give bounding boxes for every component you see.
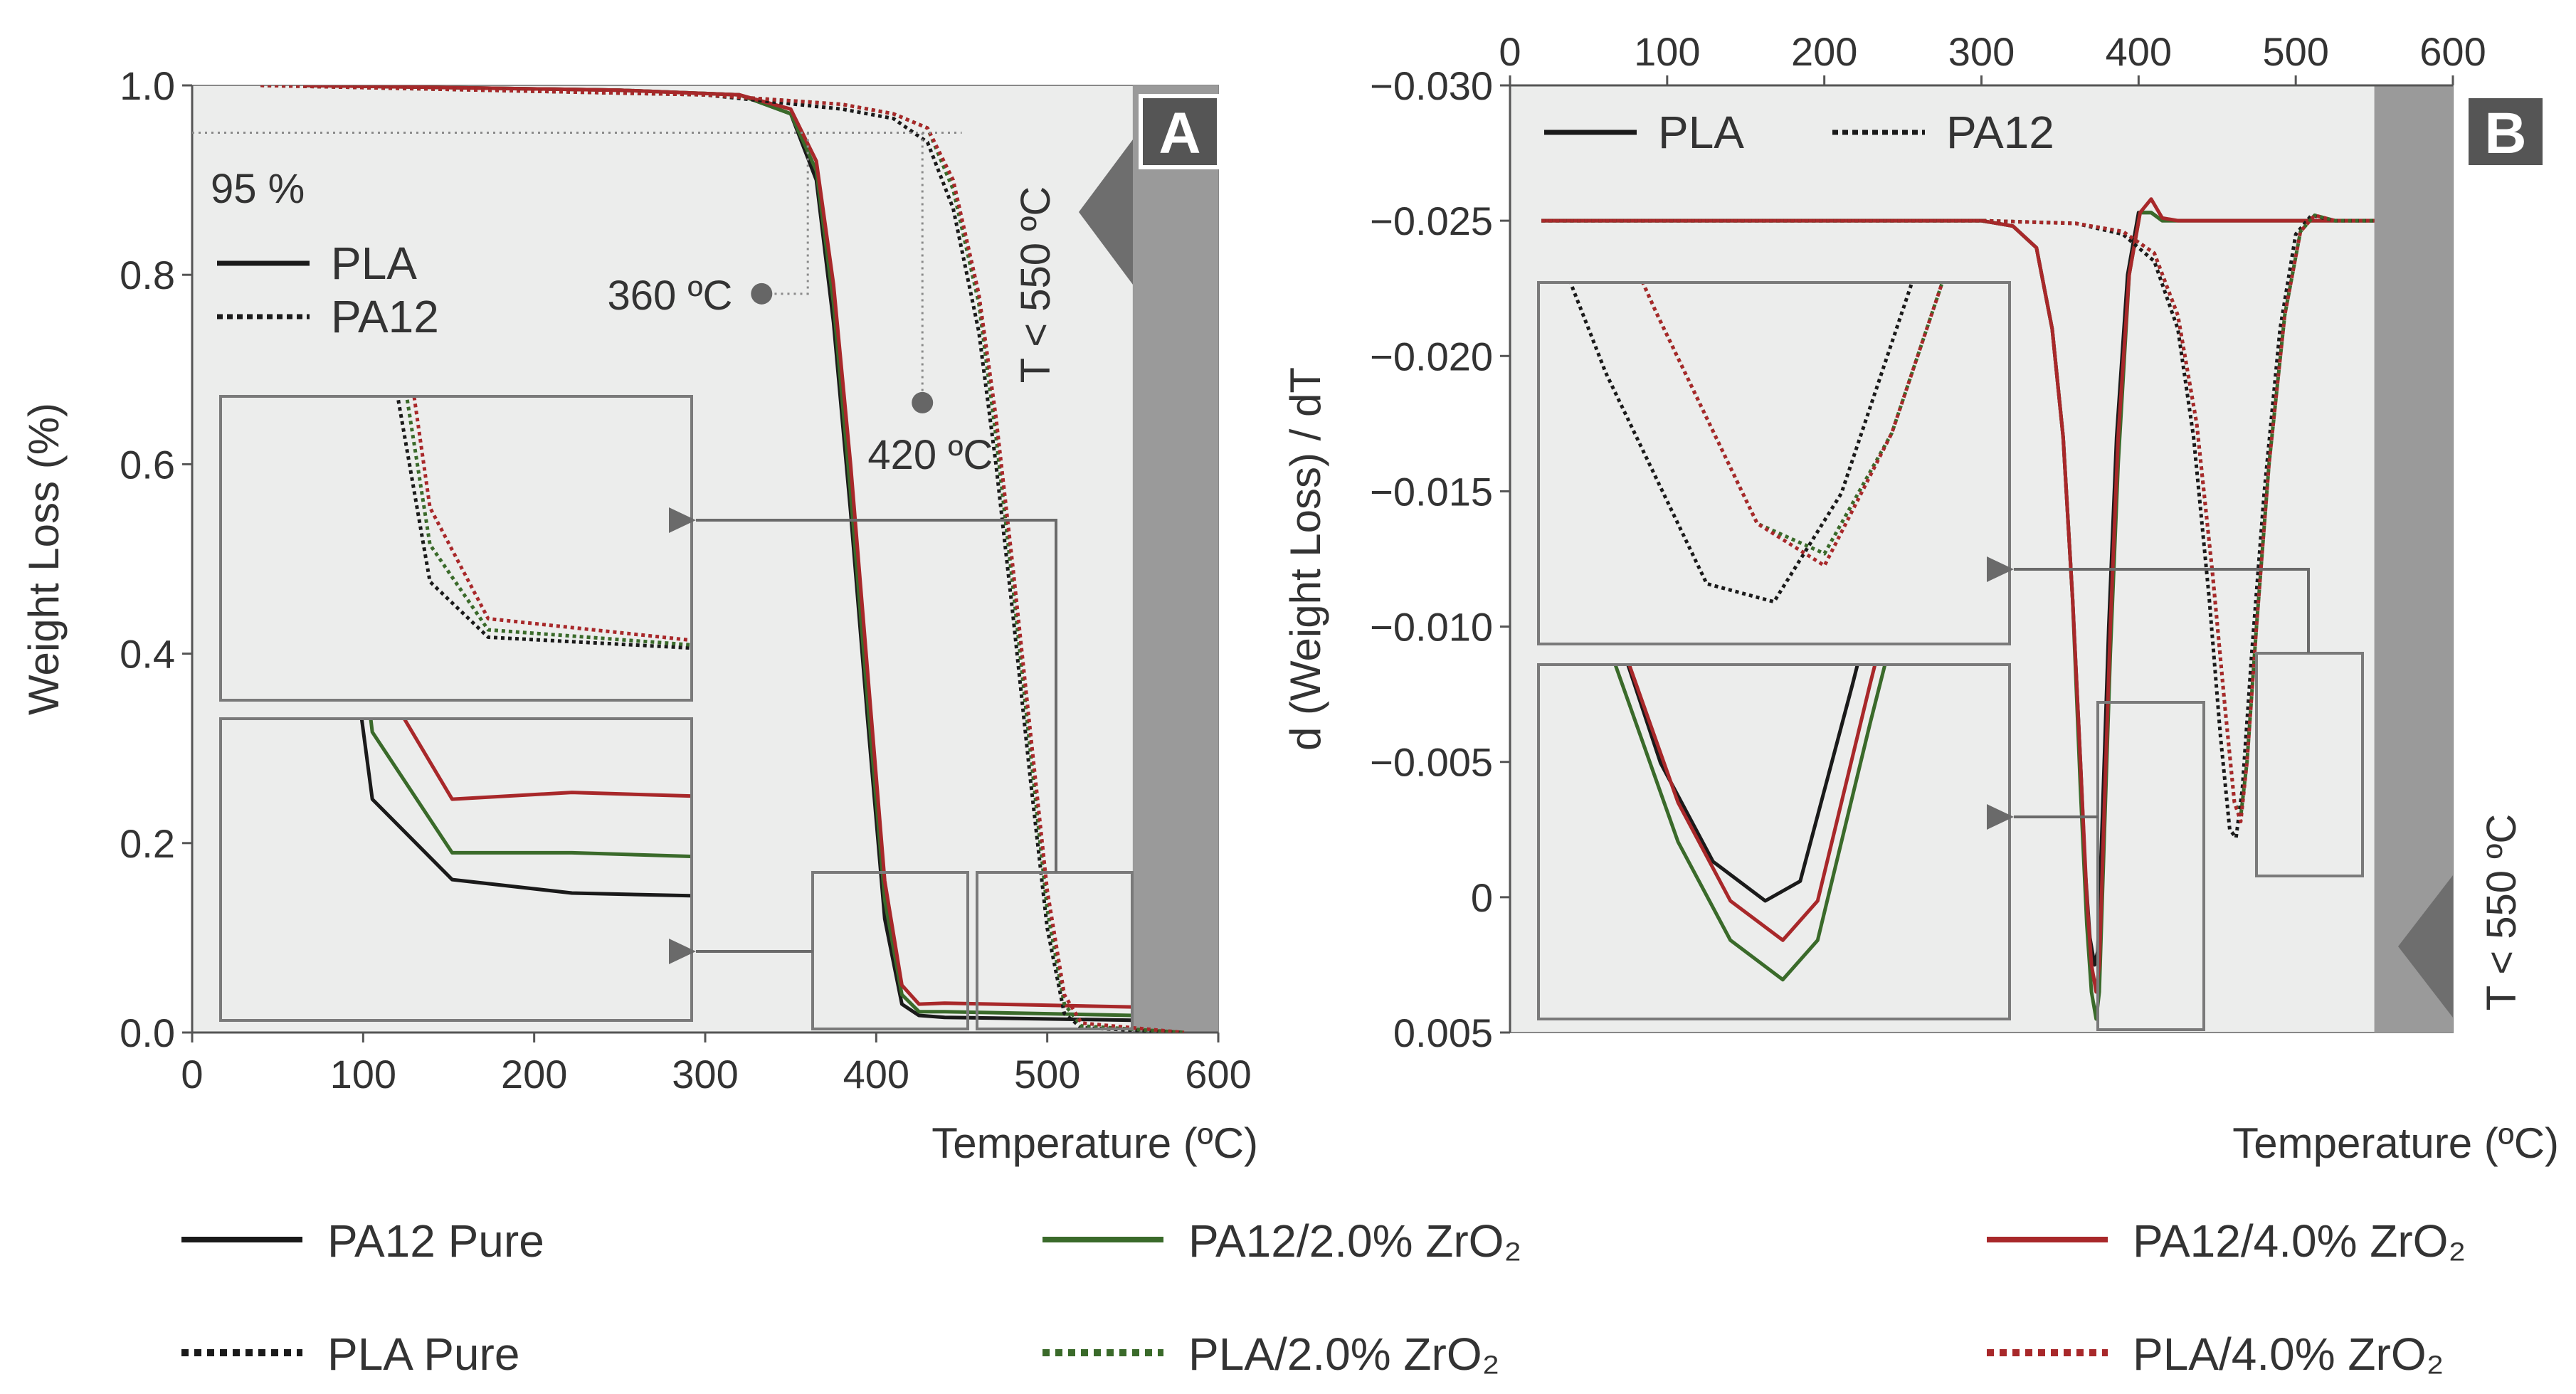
y-tick-label: −0.030 [1370,63,1493,108]
legend-label: PA12 Pure [327,1215,544,1267]
inset-solid [219,717,693,1022]
onset-solid-leader [759,132,809,295]
inline-legend-label: PA12 [331,291,439,342]
inline-legend-label: PLA [1658,107,1744,158]
y-tick-label: −0.020 [1370,334,1493,379]
legend-label: PLA Pure [327,1329,519,1380]
inset-series-line [359,720,690,898]
x-axis-title: Temperature (ºC) [931,1119,1258,1167]
inset-series-line [403,720,690,801]
legend-label: PLA/2.0% ZrO₂ [1188,1329,1499,1380]
panel-a-tga-curve: 0 100 200 300 400 500 600 0.0 0.2 0.4 0.6 0.8 1.0 Tem… [20,63,1258,1167]
x-tick-label: 400 [843,1052,909,1097]
onset-solid-label: 360 ºC [607,273,732,319]
inset-solid [1537,663,2011,1020]
limit-band [1132,85,1218,1033]
series-line-pla-pure [260,85,1185,1033]
y-tick-label: 0.8 [120,253,175,297]
y-tick-label: −0.025 [1370,199,1493,243]
x-tick-label: 100 [330,1052,396,1097]
series-line-pla-4-0-zro- [260,85,1185,1033]
x-tick-label: 300 [672,1052,738,1097]
inset-series-line [412,398,690,643]
zoom-box-solid [2096,701,2205,1031]
panel-tag [2464,94,2547,169]
y-tick-label: 0.4 [120,632,175,677]
legend-label: PA12/4.0% ZrO₂ [2133,1215,2466,1267]
series-line-pla-4-0-zro- [1541,213,2375,823]
series-line-pa12-4-0-zro- [1541,197,2375,994]
x-tick-label: 500 [2262,29,2328,74]
inset-series-line [369,720,690,858]
x-axis-title: Temperature (ºC) [2232,1119,2559,1167]
x-tick-label: 0 [1499,29,1521,74]
x-tick-label: 500 [1014,1052,1080,1097]
series-group [1541,197,2375,1021]
onset-dotted-dot [912,391,934,413]
y-tick-label: 0 [1471,875,1493,920]
threshold-label: 95 % [211,166,305,212]
x-tick-label: 200 [501,1052,567,1097]
inset-dotted [219,395,693,702]
x-tick-label: 600 [1185,1052,1251,1097]
y-axis-title: Weight Loss (%) [20,403,68,715]
arrow-to-inset-dotted-head [1987,556,2014,582]
x-tick-label: 600 [2419,29,2486,74]
inset-a-bottom-series [359,720,690,898]
arrow-to-inset-dotted [696,519,1057,872]
limit-arrow [1079,139,1133,285]
limit-arrow [2398,875,2453,1018]
x-tick-label: 100 [1634,29,1700,74]
inset-dotted [1537,281,2011,645]
inset-series-line [1613,666,1886,982]
inline-legend-label: PLA [331,238,417,289]
series-group [260,85,1185,1033]
arrow-to-inset-solid-head [669,939,696,964]
limit-label: T < 550 ºC [2479,814,2525,1010]
limit-band [2374,85,2453,1033]
legend-label: PLA/4.0% ZrO₂ [2133,1329,2444,1380]
y-tick-label: 0.005 [1393,1010,1493,1055]
arrow-to-inset-dotted-head [669,507,696,533]
bottom-legend: PA12 Pure PA12/2.0% ZrO₂ PA12/4.0% ZrO₂ PLA… [181,1215,2466,1380]
y-tick-label: 0.2 [120,821,175,866]
panel-tag-letter: A [1158,101,1200,166]
inset-series-line [1627,666,1876,942]
x-tick-label: 200 [1791,29,1857,74]
inline-legend-label: PA12 [1946,107,2054,158]
y-tick-label: −0.015 [1370,469,1493,514]
arrow-to-inset-solid-head [1987,804,2014,830]
y-tick-label: 0.0 [120,1010,175,1055]
inset-a-top-series [396,398,690,650]
inset-series-line [1626,666,1859,903]
panel-b-dtg-curve: 0 100 200 300 400 500 600 0.005 0 −0.005 −0.010 −0.… [1282,29,2559,1167]
legend-label: PA12/2.0% ZrO₂ [1188,1215,1521,1267]
inset-b-bottom-series [1613,666,1886,982]
y-tick-label: 0.6 [120,442,175,487]
x-tick-label: 300 [1948,29,2015,74]
panel-tag-letter: B [2484,101,2526,166]
y-tick-label: 1.0 [120,63,175,108]
arrow-to-inset-dotted [2014,568,2310,653]
onset-dotted-label: 420 ºC [867,432,993,478]
series-line-pa12-4-0-zro- [303,85,1133,1009]
limit-label: T < 550 ºC [1013,186,1059,383]
x-tick-label: 0 [181,1052,203,1097]
y-axis-title: d (Weight Loss) / dT [1282,367,1329,751]
x-tick-label: 400 [2106,29,2172,74]
panel-tag [1139,94,1221,169]
onset-solid-dot [751,283,773,305]
y-tick-label: −0.010 [1370,605,1493,650]
series-line-pla-pure [1541,213,2375,840]
y-tick-label: −0.005 [1370,740,1493,785]
